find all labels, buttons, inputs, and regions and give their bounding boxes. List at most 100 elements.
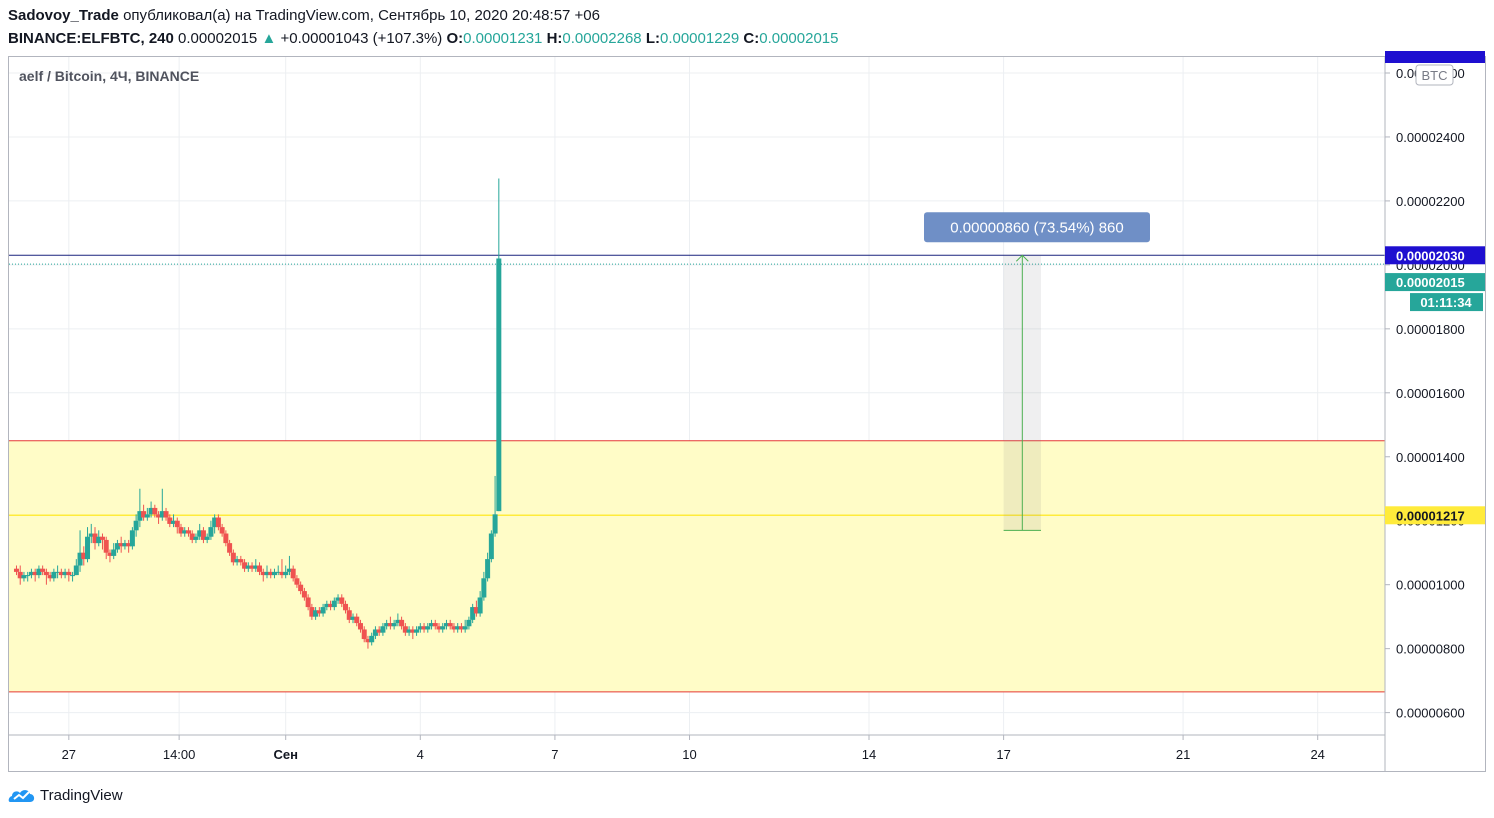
candle-body: [264, 571, 270, 576]
candle-body: [462, 626, 468, 630]
candle-body: [103, 539, 109, 553]
candle-body: [174, 520, 180, 528]
candle-body: [406, 629, 412, 633]
last-price-marker: 0.00002015: [1396, 275, 1465, 290]
candle-body: [55, 571, 61, 573]
symbol-name: BINANCE:ELFBTC, 240: [8, 30, 174, 47]
candle-body: [17, 571, 23, 579]
candle-body: [58, 571, 64, 576]
candle-body: [275, 571, 281, 573]
author-name[interactable]: Sadovoy_Trade: [8, 7, 119, 24]
candle-body: [234, 559, 240, 563]
candle-body: [290, 568, 296, 579]
candle-body: [148, 507, 154, 515]
candle-body: [133, 520, 139, 531]
footer: TradingView: [8, 786, 123, 804]
candle-body: [268, 571, 274, 576]
price-range-measure: 0.00000860 (73.54%) 860: [924, 212, 1150, 531]
candle-body: [36, 568, 42, 576]
candle-body: [432, 623, 438, 627]
candle-body: [242, 562, 248, 569]
candle-body: [313, 610, 319, 617]
candle-body: [399, 619, 405, 627]
candle-body: [114, 543, 120, 550]
last-price-marker-bg: [1385, 273, 1485, 292]
currency-badge: BTC: [1422, 68, 1448, 83]
candles: [13, 178, 502, 649]
high-price-marker-bg: [1385, 246, 1485, 265]
x-tick-label: 7: [551, 747, 558, 762]
measure-arrow-head: [1015, 254, 1029, 262]
candle-body: [47, 575, 53, 579]
candle-body: [357, 623, 363, 630]
candle-body: [286, 568, 292, 572]
tradingview-logo-icon[interactable]: [8, 786, 36, 804]
candle-body: [159, 511, 165, 518]
high-value: 0.00002268: [562, 30, 642, 47]
candle-body: [85, 536, 91, 560]
brand-name[interactable]: TradingView: [40, 786, 123, 804]
high-label: H:: [546, 30, 563, 47]
last-price: 0.00002015: [178, 30, 258, 47]
y-tick-label: 0.00001800: [1396, 322, 1465, 337]
candle-body: [343, 603, 349, 611]
x-tick-label: 24: [1310, 747, 1324, 762]
up-arrow-icon: ▲: [261, 30, 277, 47]
candle-body: [395, 619, 401, 624]
countdown-bg: [1410, 293, 1483, 312]
candle-body: [212, 517, 218, 528]
candle-body: [485, 559, 491, 579]
candle-body: [339, 597, 345, 604]
chart-title: aelf / Bitcoin, 4Ч, BINANCE: [19, 68, 199, 84]
candle-body: [414, 629, 420, 633]
candle-body: [88, 533, 94, 537]
candle-body: [111, 549, 117, 556]
candle-body: [167, 517, 173, 524]
candle-body: [238, 559, 244, 563]
candle-body: [32, 571, 38, 576]
x-tick-label: 4: [417, 747, 424, 762]
low-value: 0.00001229: [659, 30, 740, 47]
candle-body: [447, 623, 453, 627]
candle-body: [466, 619, 472, 627]
currency-badge-bg: [1415, 64, 1454, 86]
candle-body: [451, 626, 457, 630]
candle-body: [417, 626, 423, 630]
candle-body: [421, 626, 427, 630]
candle-body: [443, 623, 449, 627]
candle-body: [126, 543, 132, 547]
support-marker-bg: [1385, 506, 1485, 525]
candle-body: [387, 623, 393, 627]
candle-body: [204, 536, 210, 540]
y-tick-label: 0.00001600: [1396, 386, 1465, 401]
candle-body: [346, 610, 352, 620]
candle-body: [200, 530, 206, 540]
candle-body: [99, 536, 105, 540]
candle-body: [81, 552, 87, 560]
candle-body: [481, 578, 487, 598]
candle-body: [455, 626, 461, 630]
candle-body: [189, 533, 195, 540]
candle-body: [152, 507, 158, 515]
symbol-info: BINANCE:ELFBTC, 240 0.00002015 ▲ +0.0000…: [8, 30, 838, 47]
published-text: опубликовал(а) на TradingView.com, Сентя…: [123, 7, 600, 24]
support-marker: 0.00001217: [1396, 508, 1465, 523]
candle-body: [107, 552, 113, 556]
candle-body: [51, 571, 57, 579]
chart-frame: [8, 56, 1486, 772]
candle-body: [182, 530, 188, 534]
x-tick-label: 21: [1176, 747, 1190, 762]
candle-body: [305, 597, 311, 608]
candle-body: [473, 607, 479, 614]
open-label: O:: [446, 30, 464, 47]
y-tick-label: 0.00002200: [1396, 194, 1465, 209]
candle-body: [230, 552, 236, 563]
x-tick-label: 27: [62, 747, 76, 762]
candle-body: [70, 575, 76, 577]
candle-body: [227, 543, 233, 553]
candle-body: [354, 616, 360, 624]
candle-body: [492, 514, 498, 534]
candle-body: [458, 626, 464, 630]
candle-body: [350, 616, 356, 620]
